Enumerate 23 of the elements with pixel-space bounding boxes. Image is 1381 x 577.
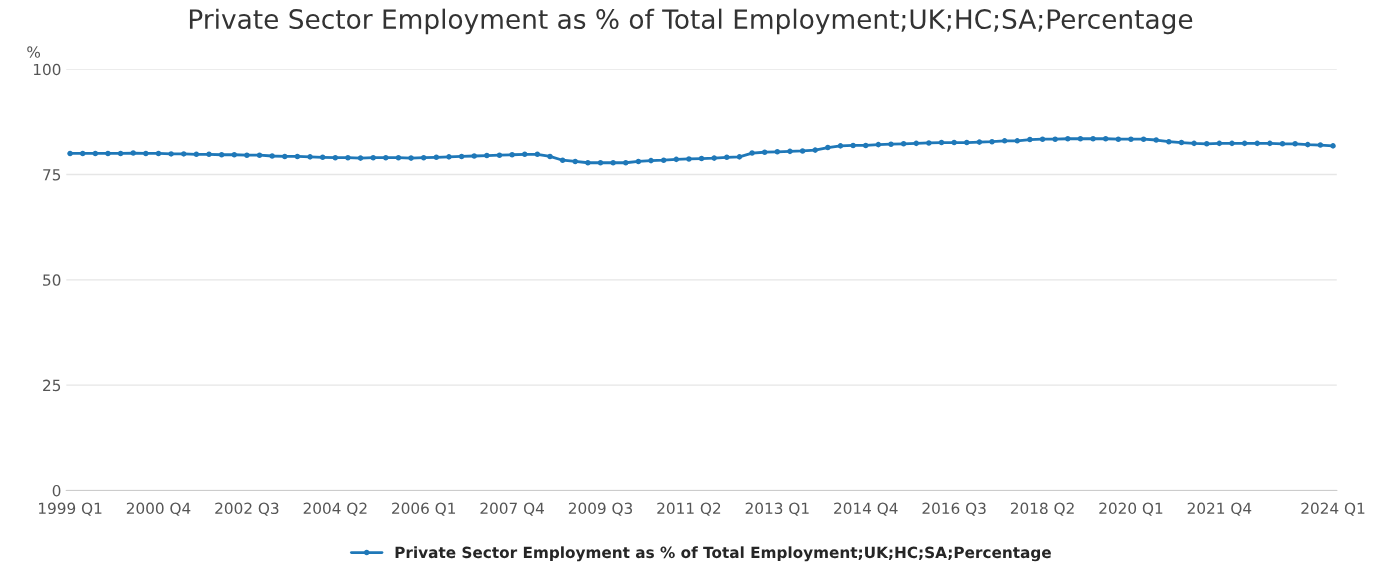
x-tick-label: 2018 Q2 xyxy=(1010,502,1074,516)
x-tick-label: 2021 Q4 xyxy=(1187,502,1252,516)
y-tick-label: 25 xyxy=(43,379,61,392)
y-tick-label: 100 xyxy=(33,63,61,76)
y-tick-label: 75 xyxy=(43,169,61,181)
x-tick-label: 2006 Q1 xyxy=(392,502,456,516)
x-tick-label: 2004 Q2 xyxy=(303,502,367,516)
chart-title: Private Sector Employment as % of Total Employment;UK;HC;SA;Percentage xyxy=(189,8,1193,35)
legend-label: Private Sector Employment as % of Total Employment;UK;HC;SA;Percentage xyxy=(395,546,1051,562)
x-tick-label: 2014 Q4 xyxy=(834,502,898,516)
x-tick-label: 2009 Q3 xyxy=(568,502,633,516)
y-axis-title: % xyxy=(27,46,41,58)
y-tick-label: 50 xyxy=(43,274,61,286)
x-tick-label: 2011 Q2 xyxy=(657,502,721,516)
x-tick-label: 1999 Q1 xyxy=(39,502,102,516)
x-tick-label: 2007 Q4 xyxy=(480,502,544,516)
x-tick-label: 2002 Q3 xyxy=(215,502,279,516)
x-tick-label: 2024 Q1 xyxy=(1301,502,1365,516)
x-tick-label: 2000 Q4 xyxy=(126,502,191,516)
x-tick-label: 2016 Q3 xyxy=(922,502,986,516)
y-tick-label: 0 xyxy=(52,484,61,497)
x-tick-label: 2020 Q1 xyxy=(1099,502,1163,516)
x-tick-label: 2013 Q1 xyxy=(745,502,809,516)
